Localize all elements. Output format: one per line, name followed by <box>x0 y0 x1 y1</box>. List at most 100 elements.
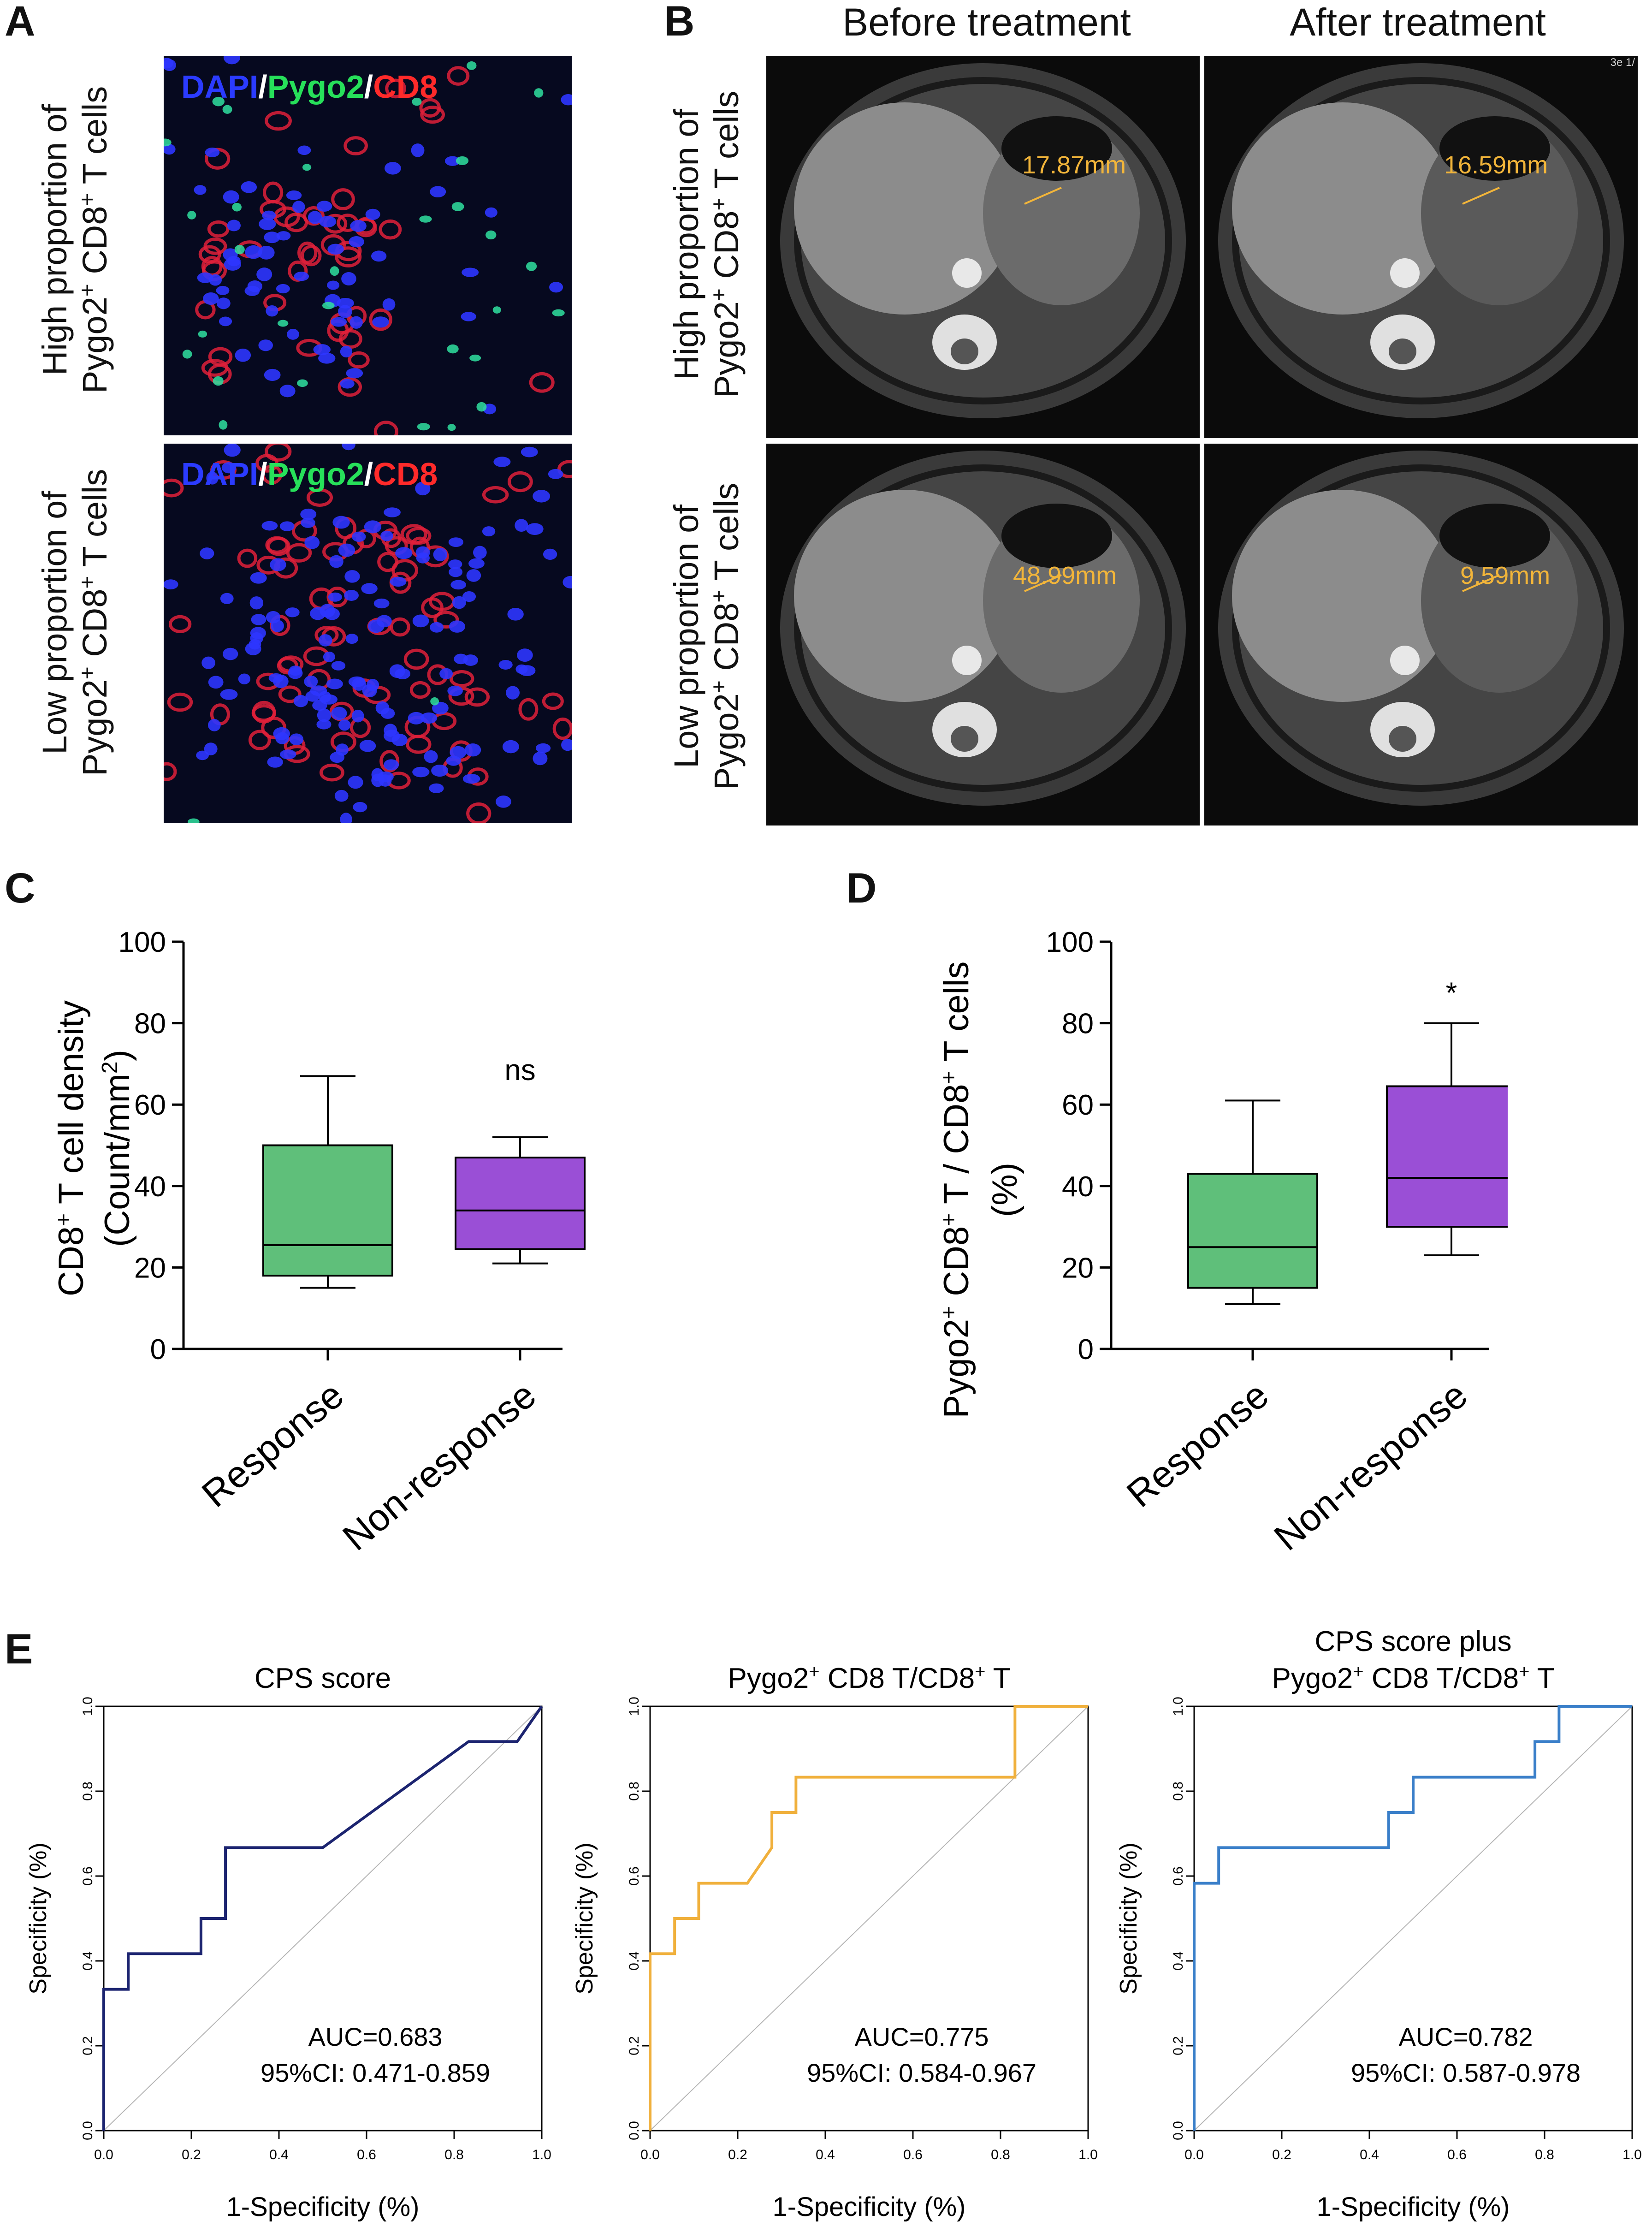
x-tick-label: Response <box>1119 1374 1276 1515</box>
x-tick-label: 0.2 <box>1272 2147 1291 2162</box>
plot-frame <box>649 1705 1089 2132</box>
reference-diagonal <box>103 1706 542 2131</box>
x-tick-label: 0.8 <box>444 2147 464 2162</box>
panel-b-row-label-high: High proportion of Pygo2+ CD8+ T cells <box>667 90 746 398</box>
box-body <box>1386 1085 1508 1228</box>
y-axis-title: Pygo2+ CD8+ T / CD8+ T cells <box>937 962 977 1419</box>
chart-title-line2: Pygo2+ CD8 T/CD8+ T <box>1272 1662 1554 1694</box>
box-body <box>1187 1173 1318 1289</box>
roc-curve-combined: 0.0 0.0 0.2 0.2 0.4 0.4 0.6 0.6 0.8 0.8 1.0 1.0 1-Sp… <box>1115 1630 1642 2222</box>
x-axis-title: 1-Specificity (%) <box>226 2192 420 2222</box>
stain-legend-low: DAPI/Pygo2/CD8 <box>181 456 438 492</box>
y-tick-label: 0.4 <box>1171 1951 1186 1971</box>
ct-anatomy <box>780 451 1186 806</box>
y-axis: 0 20 40 60 80 100 <box>1046 926 1113 1366</box>
x-tick-label: 0.0 <box>94 2147 113 2162</box>
y-tick-label: 0.6 <box>80 1866 95 1886</box>
x-tick-label: 0.4 <box>1360 2147 1379 2162</box>
roc-curve <box>649 1705 1088 2131</box>
ct-scan-high-before: 17.87mm <box>766 56 1200 438</box>
y-tick-label: 0.0 <box>80 2121 95 2140</box>
significance-label: * <box>1446 976 1457 1009</box>
y-tick-label: 100 <box>118 926 166 958</box>
roc-curve <box>102 1705 543 2131</box>
column-header-before: Before treatment <box>842 0 1131 44</box>
micrograph-low-proportion: DAPI/Pygo2/CD8 <box>164 444 572 823</box>
column-header-after: After treatment <box>1290 0 1546 44</box>
panel-letter-a: A <box>5 0 36 45</box>
y-tick-label: 80 <box>134 1008 166 1040</box>
ct-body <box>1218 451 1624 806</box>
ci-label: 95%CI: 0.471-0.859 <box>261 2058 490 2087</box>
chart-title: Pygo2+ CD8 T/CD8+ T <box>728 1662 1010 1694</box>
y-tick-label: 20 <box>134 1252 166 1284</box>
x-tick-label: Non-response <box>335 1374 544 1559</box>
tumor-measurement: 16.59mm <box>1444 151 1548 179</box>
roc-curve-pygo2: 0.0 0.0 0.2 0.2 0.4 0.4 0.6 0.6 0.8 0.8 1.0 1.0 1-Sp… <box>571 1662 1098 2222</box>
panel-a-row-label-high: High proportion of Pygo2+ CD8+ T cells <box>36 86 114 394</box>
box-body <box>455 1156 586 1250</box>
x-tick-label: 1.0 <box>532 2147 551 2162</box>
plot-frame <box>103 1705 543 2132</box>
x-tick-label: 0.4 <box>269 2147 289 2162</box>
x-axis-title: 1-Specificity (%) <box>773 2192 966 2222</box>
x-tick-label: 0.6 <box>1447 2147 1467 2162</box>
auc-label: AUC=0.683 <box>308 2022 442 2051</box>
x-tick-label: 0.2 <box>728 2147 747 2162</box>
micrograph-high-proportion: DAPI/Pygo2/CD8 <box>164 56 572 435</box>
x-tick-label: 0.2 <box>182 2147 201 2162</box>
y-tick-label: 0.0 <box>1171 2121 1186 2140</box>
chart-title: CPS score <box>255 1663 391 1694</box>
ct-scan-low-before: 48.99mm <box>766 444 1200 825</box>
ci-label: 95%CI: 0.584-0.967 <box>807 2058 1036 2087</box>
y-tick-label: 40 <box>1062 1171 1094 1203</box>
y-axis-title: Specificity (%) <box>1115 1842 1142 1994</box>
ct-body <box>780 63 1186 418</box>
y-tick-label: 0.4 <box>627 1951 642 1971</box>
x-tick-label: 0.6 <box>357 2147 376 2162</box>
y-tick-label: 80 <box>1062 1008 1094 1040</box>
panel-letter-b: B <box>664 0 695 45</box>
y-tick-label: 0 <box>150 1334 166 1366</box>
y-tick-label: 0.2 <box>627 2036 642 2055</box>
x-tick-label: 1.0 <box>1622 2147 1642 2162</box>
x-tick-label: 0.0 <box>1184 2147 1204 2162</box>
x-axis-title: 1-Specificity (%) <box>1317 2192 1510 2222</box>
y-tick-label: 100 <box>1046 926 1094 958</box>
ci-label: 95%CI: 0.587-0.978 <box>1351 2058 1581 2087</box>
y-tick-label: 0.8 <box>1171 1782 1186 1801</box>
ct-anatomy <box>1218 63 1624 418</box>
ct-scan-high-after: 16.59mm 3e 1/ <box>1204 56 1638 438</box>
x-tick-label: 0.4 <box>816 2147 835 2162</box>
x-tick-label: 0.6 <box>903 2147 923 2162</box>
box-response: Response <box>1119 1099 1318 1515</box>
x-tick-label: Non-response <box>1267 1374 1475 1559</box>
y-axis-title-units: (%) <box>985 1163 1024 1217</box>
panel-a-row-label-low: Low proportion of Pygo2+ CD8+ T cells <box>36 469 114 777</box>
cells <box>164 444 572 823</box>
y-axis-title-units: (Count/mm2) <box>98 1050 137 1247</box>
roc-curve-cps: 0.0 0.0 0.2 0.2 0.4 0.4 0.6 0.6 0.8 0.8 1.0 1.0 1-Sp… <box>25 1663 551 2222</box>
ct-body <box>780 451 1186 806</box>
y-tick-label: 0.4 <box>80 1951 95 1971</box>
y-tick-label: 0.2 <box>1171 2036 1186 2055</box>
reference-diagonal <box>1194 1706 1633 2131</box>
x-tick-label: 0.8 <box>991 2147 1010 2162</box>
box-response: Response <box>194 1075 393 1515</box>
y-axis-title: Specificity (%) <box>25 1842 52 1994</box>
tumor-measurement: 48.99mm <box>1013 562 1117 589</box>
x-tick-label: Response <box>194 1374 351 1515</box>
cell-field-low <box>164 444 572 823</box>
ct-body <box>1218 63 1624 418</box>
x-tick-label: 0.0 <box>640 2147 660 2162</box>
y-axis-title: CD8+ T cell density <box>52 1000 91 1296</box>
x-tick-label: 1.0 <box>1078 2147 1098 2162</box>
tumor-measurement: 9.59mm <box>1460 562 1551 589</box>
panel-letter-c: C <box>5 865 36 912</box>
y-tick-label: 0.0 <box>627 2121 642 2140</box>
y-tick-label: 1.0 <box>1171 1697 1186 1716</box>
panel-b-row-label-low: Low proportion of Pygo2+ CD8+ T cells <box>667 482 746 790</box>
y-tick-label: 0.8 <box>80 1782 95 1801</box>
